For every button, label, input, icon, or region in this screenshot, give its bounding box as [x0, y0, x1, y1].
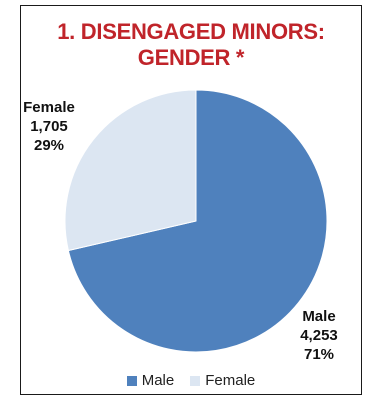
legend-item-male: Male — [126, 372, 175, 389]
slice-label-female-category: Female — [23, 99, 75, 116]
chart-legend: Male Female — [20, 372, 362, 389]
legend-swatch-female — [190, 375, 201, 386]
legend-label-female: Female — [205, 372, 256, 389]
slice-label-male: Male 4,253 71% — [292, 307, 346, 364]
legend-label-male: Male — [141, 372, 175, 389]
chart-title-line1: 1. DISENGAGED MINORS: — [57, 19, 325, 44]
chart-frame — [20, 5, 362, 395]
legend-item-female: Female — [190, 372, 255, 389]
slice-label-male-value: 4,253 — [300, 327, 338, 344]
slice-label-female: Female 1,705 29% — [22, 98, 76, 155]
slice-label-female-value: 1,705 — [30, 118, 68, 135]
chart-title: 1. DISENGAGED MINORS: GENDER * — [20, 19, 362, 71]
slice-label-male-category: Male — [302, 308, 336, 325]
pie-slice-male — [67, 89, 328, 353]
legend-swatch-male — [126, 375, 137, 386]
slice-label-female-percent: 29% — [33, 137, 65, 154]
chart-title-line2: GENDER * — [137, 45, 245, 70]
slice-label-male-percent: 71% — [303, 346, 335, 363]
pie-slice-female — [64, 89, 197, 252]
